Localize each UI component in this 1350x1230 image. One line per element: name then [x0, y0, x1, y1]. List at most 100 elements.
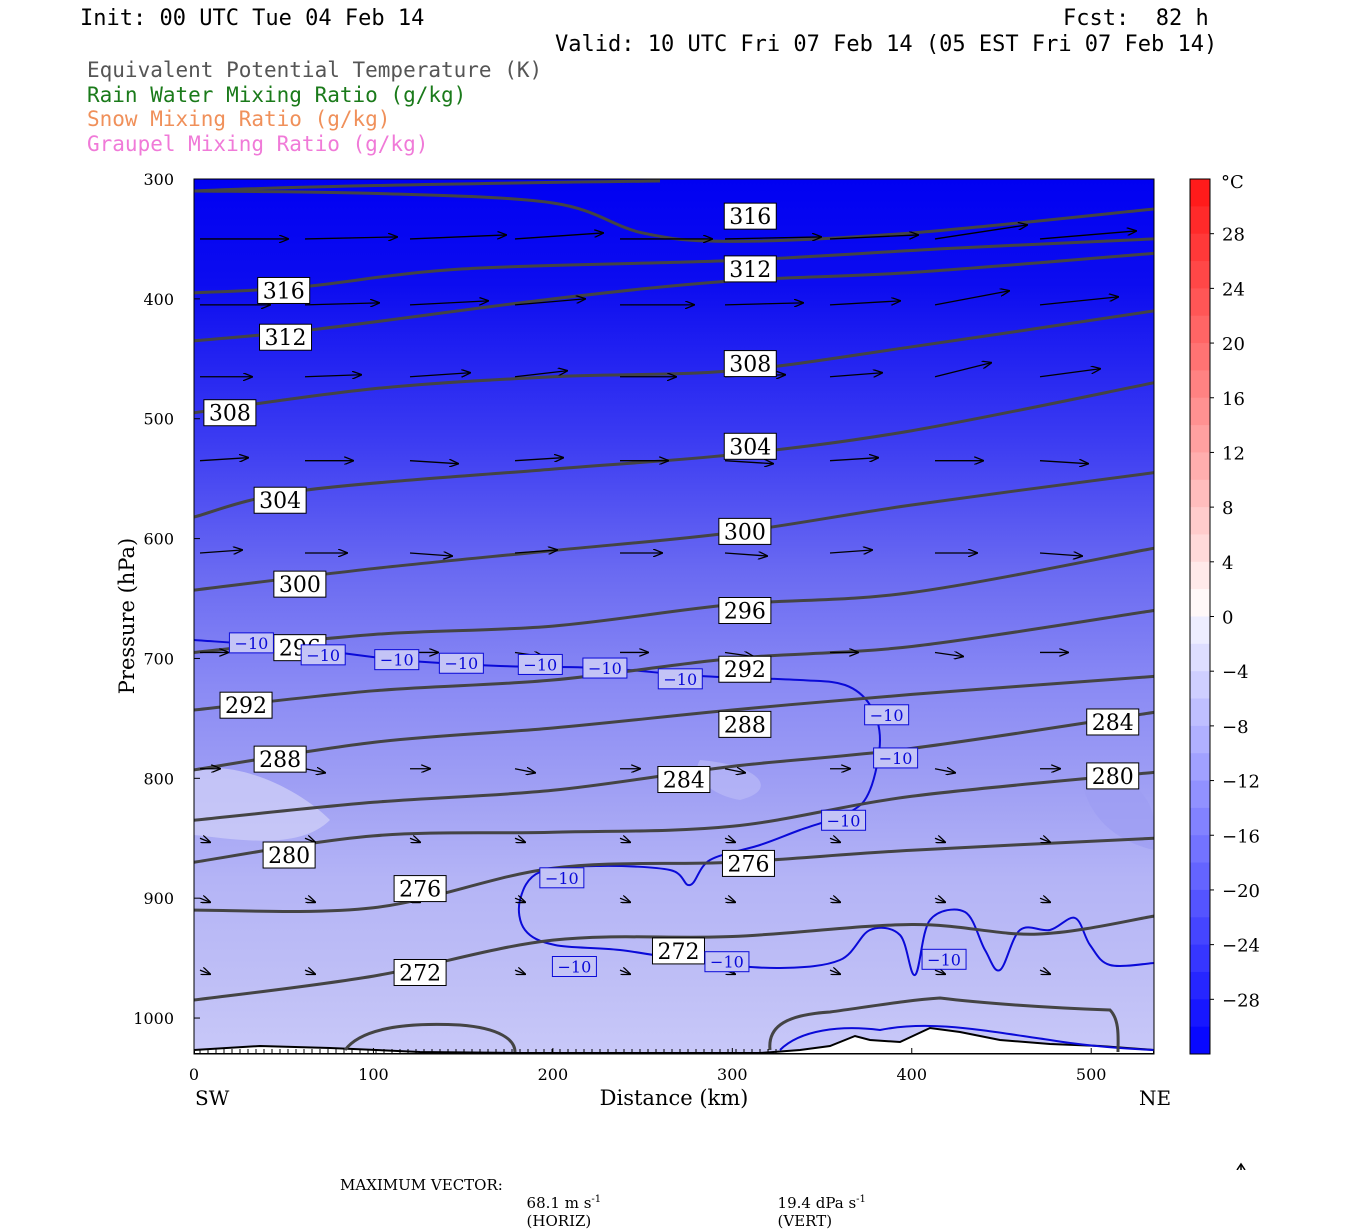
temp-label-box: [657, 668, 703, 690]
temp-label-text: −10: [523, 655, 557, 674]
colorbar-bin: [1190, 534, 1210, 563]
temp-label-text: −10: [235, 634, 269, 653]
theta-e-line-surface: [768, 996, 1120, 1053]
theta-e-line-312: [194, 251, 1154, 343]
wind-arrow: [514, 458, 563, 461]
wind-arrow: [514, 371, 567, 378]
y-tick-label: 700: [143, 649, 174, 668]
theta-e-label-box: [262, 841, 316, 869]
wind-arrow: [1039, 838, 1050, 842]
wind-arrow: [934, 769, 955, 773]
theta-e-label-box: [253, 745, 307, 773]
theta-e-label-box: [657, 766, 711, 794]
wind-arrow: [829, 458, 878, 461]
theta-e-label-text: 300: [724, 520, 766, 545]
theta-e-label-box: [718, 655, 772, 683]
theta-e-label-box: [259, 323, 313, 351]
colorbar-label: −12: [1222, 772, 1260, 793]
theta-e-line-surface: [343, 1022, 517, 1053]
temp-label: −10: [657, 668, 703, 690]
theta-e-label: 308: [203, 399, 257, 427]
theta-e-label-text: 292: [225, 694, 267, 719]
theta-e-label: 280: [1086, 762, 1140, 790]
shade-band: [194, 768, 330, 841]
theta-e-label: 288: [253, 745, 307, 773]
colorbar-label: 16: [1222, 389, 1245, 410]
theta-e-label-text: 316: [729, 205, 771, 230]
colorbar-label: −8: [1222, 717, 1249, 738]
temp-label-box: [228, 632, 274, 654]
temp-label-box: [438, 652, 484, 674]
colorbar-bin: [1190, 397, 1210, 426]
y-axis-title: Pressure (hPa): [115, 538, 139, 694]
temp-label-text: −10: [879, 749, 913, 768]
colorbar-bin: [1190, 999, 1210, 1028]
theta-e-label-text: 276: [399, 878, 441, 903]
temp-label-text: −10: [306, 646, 340, 665]
theta-e-label: 276: [393, 875, 447, 903]
isotherm-near-surface: [779, 1024, 1154, 1051]
theta-e-label-text: 312: [729, 258, 771, 283]
temp-label-box: [873, 747, 919, 769]
y-tick-label: 900: [143, 889, 174, 908]
theta-e-label-box: [718, 597, 772, 625]
temp-label: −10: [704, 951, 750, 973]
wind-arrow: [304, 303, 379, 305]
theta-e-line-300: [194, 471, 1154, 592]
theta-e-line-316: [194, 189, 1154, 243]
colorbar: 28 24 20 16 12 8 4 0 −4 −8 −12 −16 −20 −24 −28: [1189, 178, 1260, 1055]
wind-arrow: [724, 898, 735, 902]
wind-arrow: [304, 898, 315, 902]
theta-e-line-284: [194, 710, 1154, 822]
wind-arrow: [619, 970, 630, 974]
theta-e-label-box: [253, 486, 307, 514]
x-tick-label: 200: [538, 1065, 569, 1084]
theta-e-label-text: 308: [729, 353, 771, 378]
theta-e-label-box: [393, 958, 447, 986]
colorbar-bin: [1190, 233, 1210, 262]
colorbar-bin: [1190, 288, 1210, 317]
theta-e-label-text: 312: [265, 326, 307, 351]
wind-arrow: [724, 769, 745, 773]
wind-arrow: [199, 970, 210, 974]
colorbar-bin: [1190, 589, 1210, 617]
wind-arrow: [1039, 898, 1050, 902]
theta-e-label-box: [723, 432, 777, 460]
wind-arrow: [199, 550, 242, 553]
theta-e-line-272: [194, 914, 1154, 1002]
wind-arrow: [199, 458, 248, 461]
wind-arrow: [1039, 970, 1050, 974]
wind-arrow: [934, 898, 945, 902]
wind-arrow: [409, 553, 452, 556]
colorbar-bin: [1190, 671, 1210, 700]
colorbar-bin: [1190, 561, 1210, 590]
wind-arrow: [304, 375, 361, 377]
max-vector-horiz: 68.1 m s-1 (HORIZ): [517, 1176, 602, 1230]
wind-arrow: [934, 225, 1027, 240]
colorbar-label: 4: [1222, 553, 1233, 574]
vert-value: 19.4 dPa s: [777, 1194, 857, 1212]
wind-arrow: [934, 363, 991, 378]
theta-e-label-text: 316: [263, 279, 305, 304]
theta-e-labels: 3163163123123083083043043003002962962922…: [203, 202, 1140, 986]
colorbar-bin: [1190, 780, 1210, 809]
wind-arrow: [829, 970, 840, 974]
temp-label-box: [374, 649, 420, 671]
colorbar-bin: [1190, 698, 1210, 727]
wind-arrow: [619, 898, 630, 902]
x-tick-label: 0: [189, 1065, 199, 1084]
colorbar-bin: [1190, 452, 1210, 481]
wind-arrow: [409, 838, 420, 842]
colorbar-bin: [1190, 425, 1210, 453]
legend-rain: Rain Water Mixing Ratio (g/kg): [87, 83, 467, 107]
colorbar-bin: [1190, 343, 1210, 371]
x-tick-label: 100: [358, 1065, 389, 1084]
colorbar-label: −28: [1222, 990, 1260, 1011]
legend-snow: Snow Mixing Ratio (g/kg): [87, 107, 391, 131]
wind-arrow: [619, 838, 630, 842]
theta-e-label: 276: [721, 849, 775, 877]
colorbar-label: 28: [1222, 225, 1245, 246]
theta-e-line-276: [194, 836, 1154, 914]
theta-e-label: 308: [723, 350, 777, 378]
temp-label-box: [582, 657, 628, 679]
